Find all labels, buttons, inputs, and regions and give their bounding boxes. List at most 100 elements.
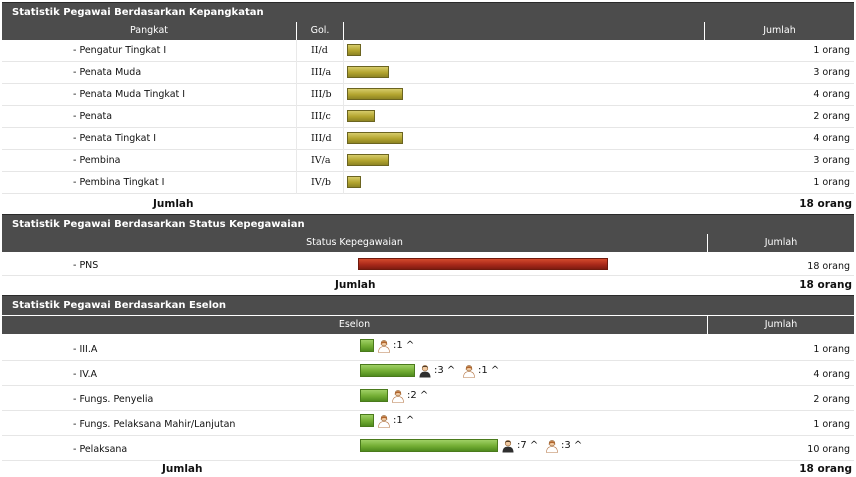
column-divider bbox=[343, 84, 344, 106]
table-row: - Penata Tingkat I III/d 4 orang bbox=[2, 128, 854, 150]
gol-value: III/d bbox=[311, 133, 332, 144]
column-divider bbox=[296, 150, 297, 172]
column-divider bbox=[343, 62, 344, 84]
gol-column-header: Gol. bbox=[297, 22, 343, 40]
status-jumlah-header: Jumlah bbox=[708, 234, 854, 252]
eselon-bar bbox=[360, 414, 374, 427]
column-divider bbox=[343, 128, 344, 150]
eselon-total-label: Jumlah bbox=[162, 463, 203, 475]
column-divider bbox=[343, 150, 344, 172]
column-divider bbox=[296, 172, 297, 194]
eselon-total-value: 18 orang bbox=[799, 463, 852, 475]
bar-column-header bbox=[344, 22, 704, 40]
female-count: :1 ^ bbox=[478, 365, 500, 376]
table-row: - IV.A :3 ^ :1 ^ 4 orang bbox=[2, 361, 854, 386]
pangkat-count: 4 orang bbox=[813, 133, 850, 144]
eselon-bar bbox=[360, 389, 388, 402]
table-row: - PNS 18 orang bbox=[2, 254, 854, 276]
eselon-section-title: Statistik Pegawai Berdasarkan Eselon bbox=[2, 295, 854, 315]
pangkat-count: 3 orang bbox=[813, 67, 850, 78]
female-user-icon bbox=[545, 439, 559, 453]
status-total-value: 18 orang bbox=[799, 279, 852, 291]
column-divider bbox=[296, 84, 297, 106]
female-user-icon bbox=[377, 339, 391, 353]
table-row: - Penata III/c 2 orang bbox=[2, 106, 854, 128]
column-divider bbox=[296, 128, 297, 150]
eselon-count: 1 orang bbox=[813, 344, 850, 355]
male-user-icon bbox=[418, 364, 432, 378]
eselon-jumlah-header: Jumlah bbox=[708, 316, 854, 334]
table-row: - Penata Muda III/a 3 orang bbox=[2, 62, 854, 84]
pangkat-label: - Pembina bbox=[73, 155, 121, 166]
table-row: - III.A :1 ^ 1 orang bbox=[2, 336, 854, 361]
pangkat-label: - Pengatur Tingkat I bbox=[73, 45, 167, 56]
eselon-column-header: Eselon bbox=[2, 316, 707, 334]
table-row: - Pengatur Tingkat I II/d 1 orang bbox=[2, 40, 854, 62]
column-divider bbox=[343, 172, 344, 194]
pangkat-total-value: 18 orang bbox=[799, 198, 852, 210]
eselon-bar bbox=[360, 364, 415, 377]
eselon-bar bbox=[360, 439, 498, 452]
eselon-label: - Fungs. Pelaksana Mahir/Lanjutan bbox=[73, 419, 236, 430]
eselon-label: - III.A bbox=[73, 344, 98, 355]
status-bar bbox=[358, 258, 608, 270]
table-row: - Pembina Tingkat I IV/b 1 orang bbox=[2, 172, 854, 194]
eselon-bar bbox=[360, 339, 374, 352]
female-count: :1 ^ bbox=[393, 415, 415, 426]
eselon-label: - IV.A bbox=[73, 369, 98, 380]
gol-value: IV/a bbox=[311, 155, 331, 166]
pangkat-bar bbox=[347, 110, 375, 122]
table-row: - Penata Muda Tingkat I III/b 4 orang bbox=[2, 84, 854, 106]
female-count: :1 ^ bbox=[393, 340, 415, 351]
pangkat-bar bbox=[347, 44, 361, 56]
female-user-icon bbox=[377, 414, 391, 428]
pangkat-bar bbox=[347, 154, 389, 166]
status-count: 18 orang bbox=[807, 261, 850, 272]
eselon-count: 2 orang bbox=[813, 394, 850, 405]
eselon-label: - Pelaksana bbox=[73, 444, 128, 455]
status-column-header: Status Kepegawaian bbox=[2, 234, 707, 252]
pangkat-bar bbox=[347, 176, 361, 188]
pangkat-count: 4 orang bbox=[813, 89, 850, 100]
table-row: - Pelaksana :7 ^ :3 ^ 10 orang bbox=[2, 436, 854, 461]
pangkat-count: 2 orang bbox=[813, 111, 850, 122]
eselon-count: 10 orang bbox=[807, 444, 850, 455]
status-total-label: Jumlah bbox=[335, 279, 376, 291]
eselon-count: 1 orang bbox=[813, 419, 850, 430]
column-divider bbox=[343, 40, 344, 62]
table-row: - Pembina IV/a 3 orang bbox=[2, 150, 854, 172]
pangkat-label: - Penata Muda Tingkat I bbox=[73, 89, 186, 100]
pangkat-section-title: Statistik Pegawai Berdasarkan Kepangkata… bbox=[2, 2, 854, 22]
gol-value: II/d bbox=[311, 45, 328, 56]
column-divider bbox=[296, 40, 297, 62]
column-divider bbox=[296, 106, 297, 128]
pangkat-bar bbox=[347, 66, 389, 78]
table-row: - Fungs. Pelaksana Mahir/Lanjutan :1 ^ 1 o… bbox=[2, 411, 854, 436]
pangkat-label: - Penata Tingkat I bbox=[73, 133, 156, 144]
gol-value: III/c bbox=[311, 111, 331, 122]
pangkat-count: 1 orang bbox=[813, 45, 850, 56]
table-row: - Fungs. Penyelia:2 ^ 2 orang bbox=[2, 386, 854, 411]
gol-value: III/b bbox=[311, 89, 332, 100]
pangkat-bar bbox=[347, 132, 403, 144]
male-count: :7 ^ bbox=[517, 440, 539, 451]
pangkat-bar bbox=[347, 88, 403, 100]
eselon-count: 4 orang bbox=[813, 369, 850, 380]
female-count: :3 ^ bbox=[561, 440, 583, 451]
male-user-icon bbox=[501, 439, 515, 453]
pangkat-total-label: Jumlah bbox=[153, 198, 194, 210]
column-divider bbox=[343, 106, 344, 128]
female-user-icon bbox=[391, 389, 405, 403]
eselon-label: - Fungs. Penyelia bbox=[73, 394, 154, 405]
female-user-icon bbox=[462, 364, 476, 378]
status-label: - PNS bbox=[73, 260, 99, 271]
pangkat-count: 1 orang bbox=[813, 177, 850, 188]
pangkat-label: - Penata Muda bbox=[73, 67, 142, 78]
male-count: :3 ^ bbox=[434, 365, 456, 376]
pangkat-label: - Pembina Tingkat I bbox=[73, 177, 165, 188]
pangkat-label: - Penata bbox=[73, 111, 113, 122]
pangkat-column-header: Pangkat bbox=[2, 22, 296, 40]
pangkat-jumlah-header: Jumlah bbox=[705, 22, 854, 40]
gol-value: III/a bbox=[311, 67, 332, 78]
gol-value: IV/b bbox=[311, 177, 331, 188]
